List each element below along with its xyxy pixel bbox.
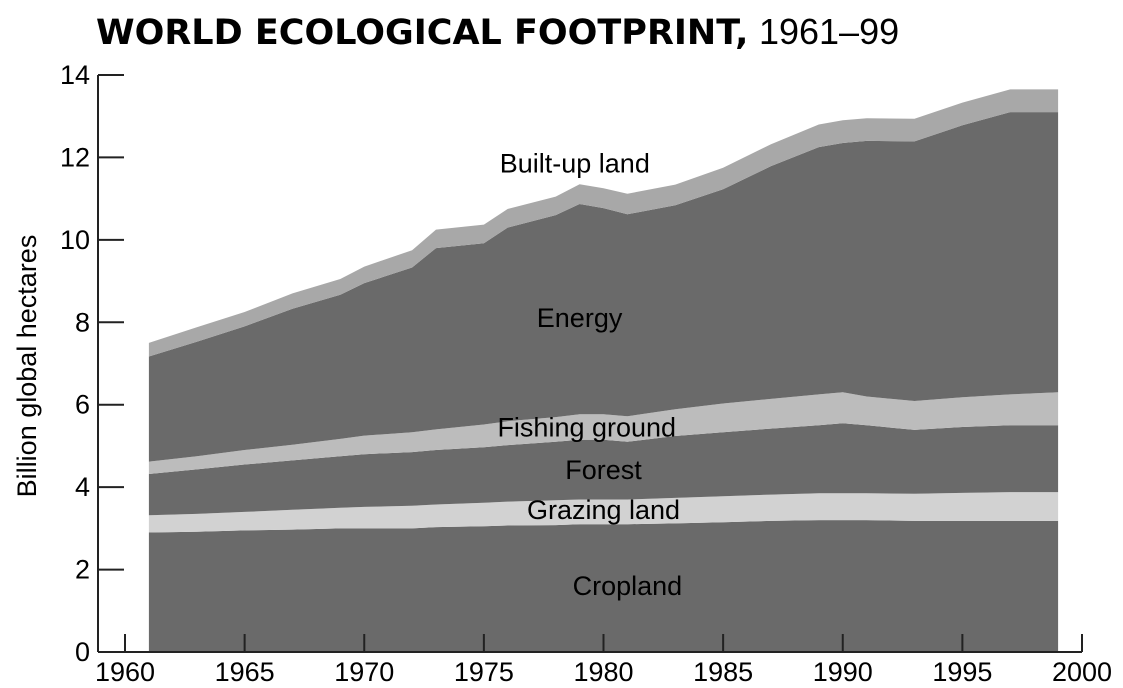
x-tick-label: 1975 [454,657,514,687]
y-tick-label: 14 [60,60,90,90]
area-label-fishing-ground: Fishing ground [497,412,676,442]
x-tick-label: 1995 [932,657,992,687]
chart-title: WORLD ECOLOGICAL FOOTPRINT, 1961–99 [96,8,899,57]
area-label-grazing-land: Grazing land [527,495,680,525]
y-tick-label: 10 [60,225,90,255]
axes: 0 2 4 6 8 10 12 14 1960 1965 1970 1975 1980 1985 1990 1… [60,60,1112,687]
area-label-built-up-land: Built-up land [500,149,650,179]
area-label-forest: Forest [565,455,642,485]
x-tick-label: 1965 [215,657,275,687]
y-axis-title: Billion global hectares [12,235,42,498]
area-fishing-ground [148,392,1059,474]
x-tick-label: 1985 [693,657,753,687]
x-tick-label: 1990 [813,657,873,687]
x-tick-label: 1970 [334,657,394,687]
area-label-cropland: Cropland [573,571,683,601]
area-forest [148,423,1059,516]
x-tick-label: 1980 [573,657,633,687]
area-cropland [148,520,1059,652]
y-tick-label: 0 [75,637,90,667]
x-tick-label: 1960 [95,657,155,687]
y-tick-label: 4 [75,472,90,502]
area-energy [148,112,1059,462]
area-label-energy: Energy [537,303,623,333]
area-labels: Cropland Grazing land Forest Fishing ground… [497,149,682,601]
y-tick-label: 2 [75,555,90,585]
y-tick-label: 6 [75,390,90,420]
chart-title-main: WORLD ECOLOGICAL FOOTPRINT, [96,13,749,53]
chart-title-years: 1961–99 [758,11,900,52]
area-layers [148,89,1059,652]
y-tick-label: 8 [75,307,90,337]
area-grazing-land [148,492,1059,533]
x-tick-label: 2000 [1052,657,1112,687]
area-built-up-land [148,89,1059,357]
y-tick-label: 12 [60,142,90,172]
